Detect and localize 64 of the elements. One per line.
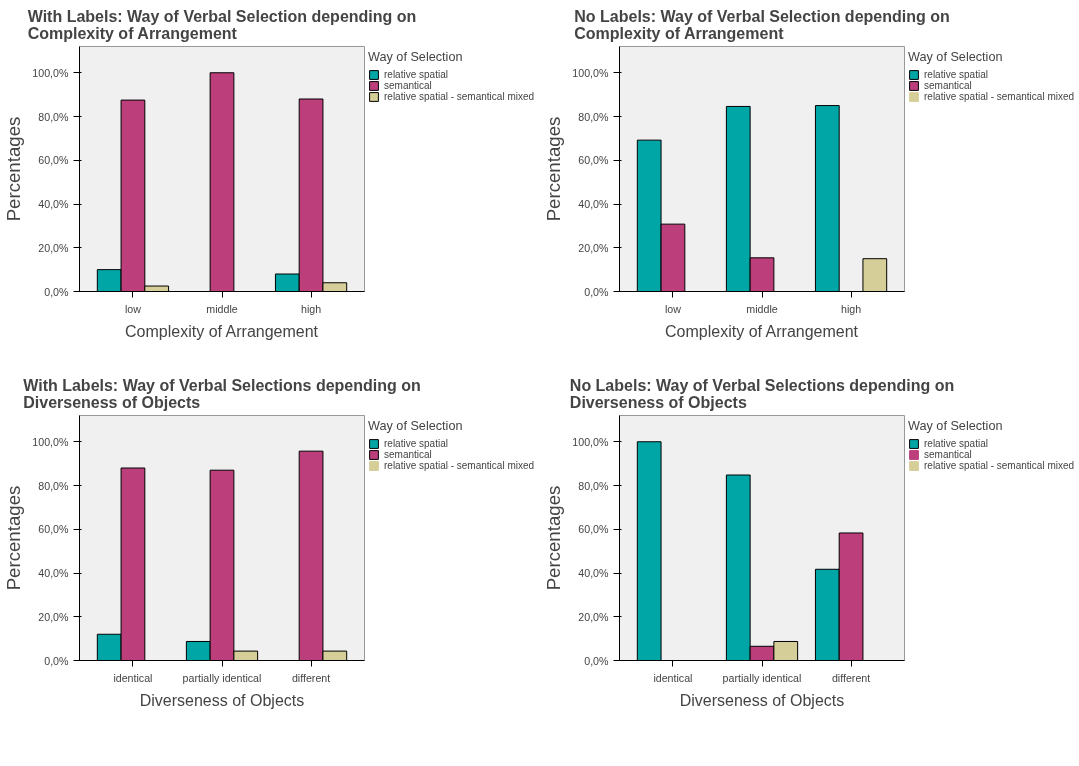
legend-label: relative spatial - semantical mixed <box>384 91 535 102</box>
y-tick-label: 100,0% <box>572 66 610 79</box>
x-tick-label: low <box>124 302 142 315</box>
x-tick-label: high <box>300 302 322 315</box>
x-axis-title: Diverseness of Objects <box>139 691 305 709</box>
y-tick-label: 60,0% <box>578 154 610 167</box>
chart-title: With Labels: Way of Verbal Selection depending on Complexity of Arrangement <box>27 7 417 42</box>
y-tick-label: 80,0% <box>578 479 610 492</box>
y-tick-label: 100,0% <box>572 436 610 449</box>
x-tick-label: partially identical <box>722 671 802 684</box>
y-tick-label: 100,0% <box>32 66 70 79</box>
x-tick-label: different <box>291 671 331 684</box>
legend-label: relative spatial <box>924 438 988 450</box>
x-tick-label: high <box>840 302 862 315</box>
y-axis-title: Percentages <box>3 116 25 222</box>
legend-label: relative spatial <box>924 69 988 80</box>
x-axis-title: Complexity of Arrangement <box>665 322 859 340</box>
y-tick-label: 0,0% <box>584 654 610 667</box>
legend-label: semantical <box>924 449 972 461</box>
y-tick-label: 100,0% <box>32 436 70 449</box>
y-tick-label: 0,0% <box>44 654 70 667</box>
y-tick-label: 60,0% <box>38 154 70 167</box>
y-tick-label: 60,0% <box>578 523 610 536</box>
x-axis-title: Diverseness of Objects <box>679 691 845 709</box>
chart-title: No Labels: Way of Verbal Selection depending on Complexity of Arrangement <box>574 7 950 42</box>
y-tick-label: 40,0% <box>38 567 70 580</box>
y-axis-title: Percentages <box>543 485 565 591</box>
x-tick-label: partially identical <box>182 671 262 684</box>
y-tick-label: 20,0% <box>578 241 610 254</box>
y-tick-label: 40,0% <box>578 198 610 210</box>
x-tick-label: identical <box>653 671 693 684</box>
legend-label: semantical <box>384 80 432 91</box>
legend-label: relative spatial - semantical mixed <box>924 460 1075 472</box>
y-tick-label: 0,0% <box>584 285 610 298</box>
y-tick-label: 80,0% <box>578 110 610 123</box>
y-tick-label: 40,0% <box>578 567 610 580</box>
y-tick-label: 20,0% <box>38 611 70 624</box>
legend-label: semantical <box>924 80 972 91</box>
chart-title: With Labels: Way of Verbal Selections depending on Diverseness of Objects <box>23 376 421 411</box>
y-tick-label: 60,0% <box>38 523 70 536</box>
x-tick-label: identical <box>113 671 153 684</box>
y-tick-label: 20,0% <box>38 241 70 254</box>
legend-title: Way of Selection <box>368 50 464 64</box>
x-tick-label: low <box>664 302 682 315</box>
legend-title: Way of Selection <box>908 419 1004 434</box>
legend-label: semantical <box>384 449 432 461</box>
y-tick-label: 80,0% <box>38 479 70 492</box>
y-tick-label: 80,0% <box>38 110 70 123</box>
chart-title: No Labels: Way of Verbal Selections depending on Diverseness of Objects <box>569 376 955 411</box>
legend-title: Way of Selection <box>368 419 464 434</box>
y-tick-label: 20,0% <box>578 611 610 624</box>
legend-label: relative spatial - semantical mixed <box>924 91 1075 102</box>
x-tick-label: different <box>831 671 871 684</box>
y-tick-label: 40,0% <box>38 198 70 210</box>
y-axis-title: Percentages <box>543 116 565 222</box>
legend-label: relative spatial <box>384 69 448 80</box>
x-tick-label: middle <box>206 302 238 315</box>
legend-label: relative spatial - semantical mixed <box>384 460 535 472</box>
legend-title: Way of Selection <box>908 50 1004 64</box>
x-tick-label: middle <box>746 302 778 315</box>
legend-label: relative spatial <box>384 438 448 450</box>
y-tick-label: 0,0% <box>44 285 70 298</box>
y-axis-title: Percentages <box>3 485 25 591</box>
x-axis-title: Complexity of Arrangement <box>125 322 319 340</box>
